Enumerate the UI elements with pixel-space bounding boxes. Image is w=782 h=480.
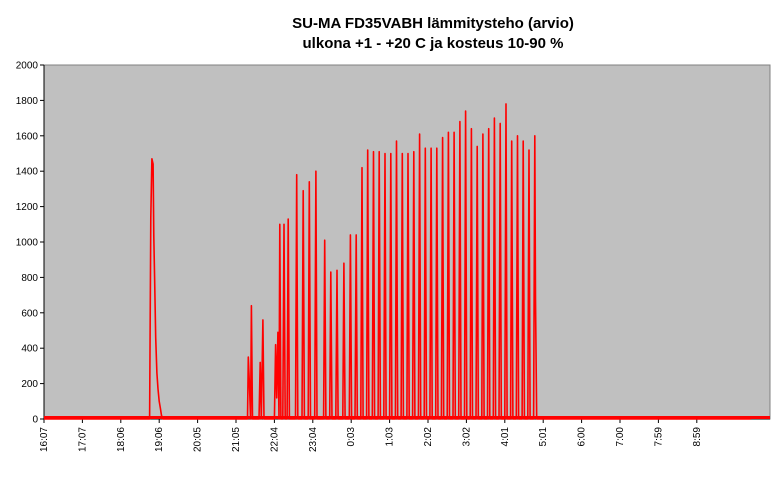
chart-title: SU-MA FD35VABH lämmitysteho (arvio) ulko… [0, 14, 782, 54]
x-tick-label: 6:00 [577, 427, 588, 447]
y-tick-label: 1200 [16, 202, 39, 213]
y-tick-label: 800 [21, 273, 38, 284]
x-tick-label: 19:06 [154, 427, 165, 452]
y-tick-label: 1000 [16, 238, 39, 249]
x-tick-label: 22:04 [269, 427, 280, 452]
y-tick-label: 1600 [16, 131, 39, 142]
x-tick-label: 5:01 [538, 427, 549, 447]
x-tick-label: 17:07 [77, 427, 88, 452]
x-tick-label: 21:05 [231, 427, 242, 452]
x-tick-label: 23:04 [308, 427, 319, 452]
y-tick-label: 1400 [16, 167, 39, 178]
y-tick-label: 2000 [16, 61, 39, 72]
x-tick-label: 0:03 [346, 427, 357, 447]
y-tick-label: 400 [21, 344, 38, 355]
chart-title-line1: SU-MA FD35VABH lämmitysteho (arvio) [292, 15, 574, 32]
y-tick-label: 1800 [16, 96, 39, 107]
x-tick-label: 1:03 [385, 427, 396, 447]
x-tick-label: 3:02 [461, 427, 472, 447]
x-tick-label: 18:06 [116, 427, 127, 452]
x-tick-label: 7:00 [615, 427, 626, 447]
x-tick-label: 16:07 [39, 427, 50, 452]
y-tick-label: 200 [21, 379, 38, 390]
chart-title-line2: ulkona +1 - +20 C ja kosteus 10-90 % [302, 35, 564, 52]
x-axis: 16:07 17:07 18:06 19:06 20:05 21:05 22:04 23:04… [39, 418, 770, 452]
y-tick-label: 0 [32, 415, 38, 426]
y-tick-label: 600 [21, 308, 38, 319]
x-tick-label: 4:01 [500, 427, 511, 447]
x-tick-label: 8:59 [692, 427, 703, 447]
series-group [44, 103, 770, 420]
x-tick-label: 7:59 [653, 427, 664, 447]
x-tick-label: 2:02 [423, 427, 434, 447]
y-axis: 0 200 400 600 800 1000 1200 1400 1600 1800 2000 [16, 61, 45, 426]
series-line-0 [44, 103, 751, 420]
x-tick-label: 20:05 [193, 427, 204, 452]
